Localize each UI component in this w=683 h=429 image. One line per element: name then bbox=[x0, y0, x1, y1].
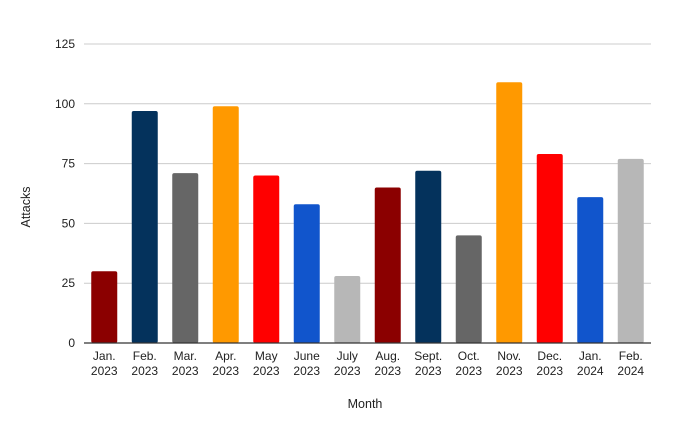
y-tick-label: 125 bbox=[55, 37, 75, 51]
bar bbox=[212, 106, 239, 343]
x-tick-label: Apr. bbox=[215, 349, 236, 363]
y-axis-ticks: 0 25 50 75 100 125 bbox=[55, 37, 75, 350]
bar bbox=[334, 276, 361, 343]
x-axis-labels: Jan.2023Feb.2023Mar.2023Apr.2023May2023J… bbox=[91, 349, 645, 378]
x-tick-label: 2023 bbox=[496, 364, 523, 378]
y-tick-label: 100 bbox=[55, 97, 75, 111]
bar bbox=[577, 197, 604, 343]
y-axis-title: Attacks bbox=[19, 187, 33, 228]
bar bbox=[293, 204, 320, 343]
x-tick-label: 2023 bbox=[293, 364, 320, 378]
x-tick-label: 2023 bbox=[415, 364, 442, 378]
y-tick-label: 75 bbox=[62, 157, 76, 171]
x-tick-label: 2023 bbox=[334, 364, 361, 378]
x-tick-label: 2023 bbox=[455, 364, 482, 378]
x-tick-label: June bbox=[294, 349, 320, 363]
x-tick-label: Jan. bbox=[93, 349, 116, 363]
bar bbox=[131, 110, 158, 343]
x-tick-label: 2023 bbox=[131, 364, 158, 378]
gridlines bbox=[84, 43, 651, 284]
x-tick-label: Dec. bbox=[537, 349, 562, 363]
x-tick-label: Oct. bbox=[458, 349, 480, 363]
bar bbox=[374, 187, 401, 343]
bar bbox=[455, 235, 482, 343]
bar bbox=[496, 82, 523, 343]
x-tick-label: Feb. bbox=[619, 349, 643, 363]
x-tick-label: 2024 bbox=[617, 364, 644, 378]
bars bbox=[91, 82, 644, 343]
x-tick-label: Aug. bbox=[375, 349, 400, 363]
y-tick-label: 50 bbox=[62, 216, 76, 230]
x-tick-label: 2023 bbox=[536, 364, 563, 378]
y-tick-label: 25 bbox=[62, 276, 76, 290]
bar bbox=[536, 154, 563, 343]
x-tick-label: 2023 bbox=[172, 364, 199, 378]
x-tick-label: Nov. bbox=[497, 349, 521, 363]
x-tick-label: 2023 bbox=[374, 364, 401, 378]
bar bbox=[617, 158, 644, 343]
bar bbox=[172, 173, 199, 343]
x-tick-label: Jan. bbox=[579, 349, 602, 363]
x-tick-label: 2023 bbox=[253, 364, 280, 378]
bar bbox=[415, 170, 442, 343]
x-tick-label: 2023 bbox=[212, 364, 239, 378]
x-tick-label: May bbox=[255, 349, 278, 363]
x-tick-label: 2024 bbox=[577, 364, 604, 378]
x-tick-label: Sept. bbox=[414, 349, 442, 363]
x-tick-label: Feb. bbox=[133, 349, 157, 363]
y-tick-label: 0 bbox=[68, 336, 75, 350]
x-axis-title: Month bbox=[348, 397, 383, 411]
x-tick-label: 2023 bbox=[91, 364, 118, 378]
bar bbox=[253, 175, 280, 343]
x-tick-label: July bbox=[337, 349, 358, 363]
x-tick-label: Mar. bbox=[174, 349, 197, 363]
bar bbox=[91, 271, 118, 343]
